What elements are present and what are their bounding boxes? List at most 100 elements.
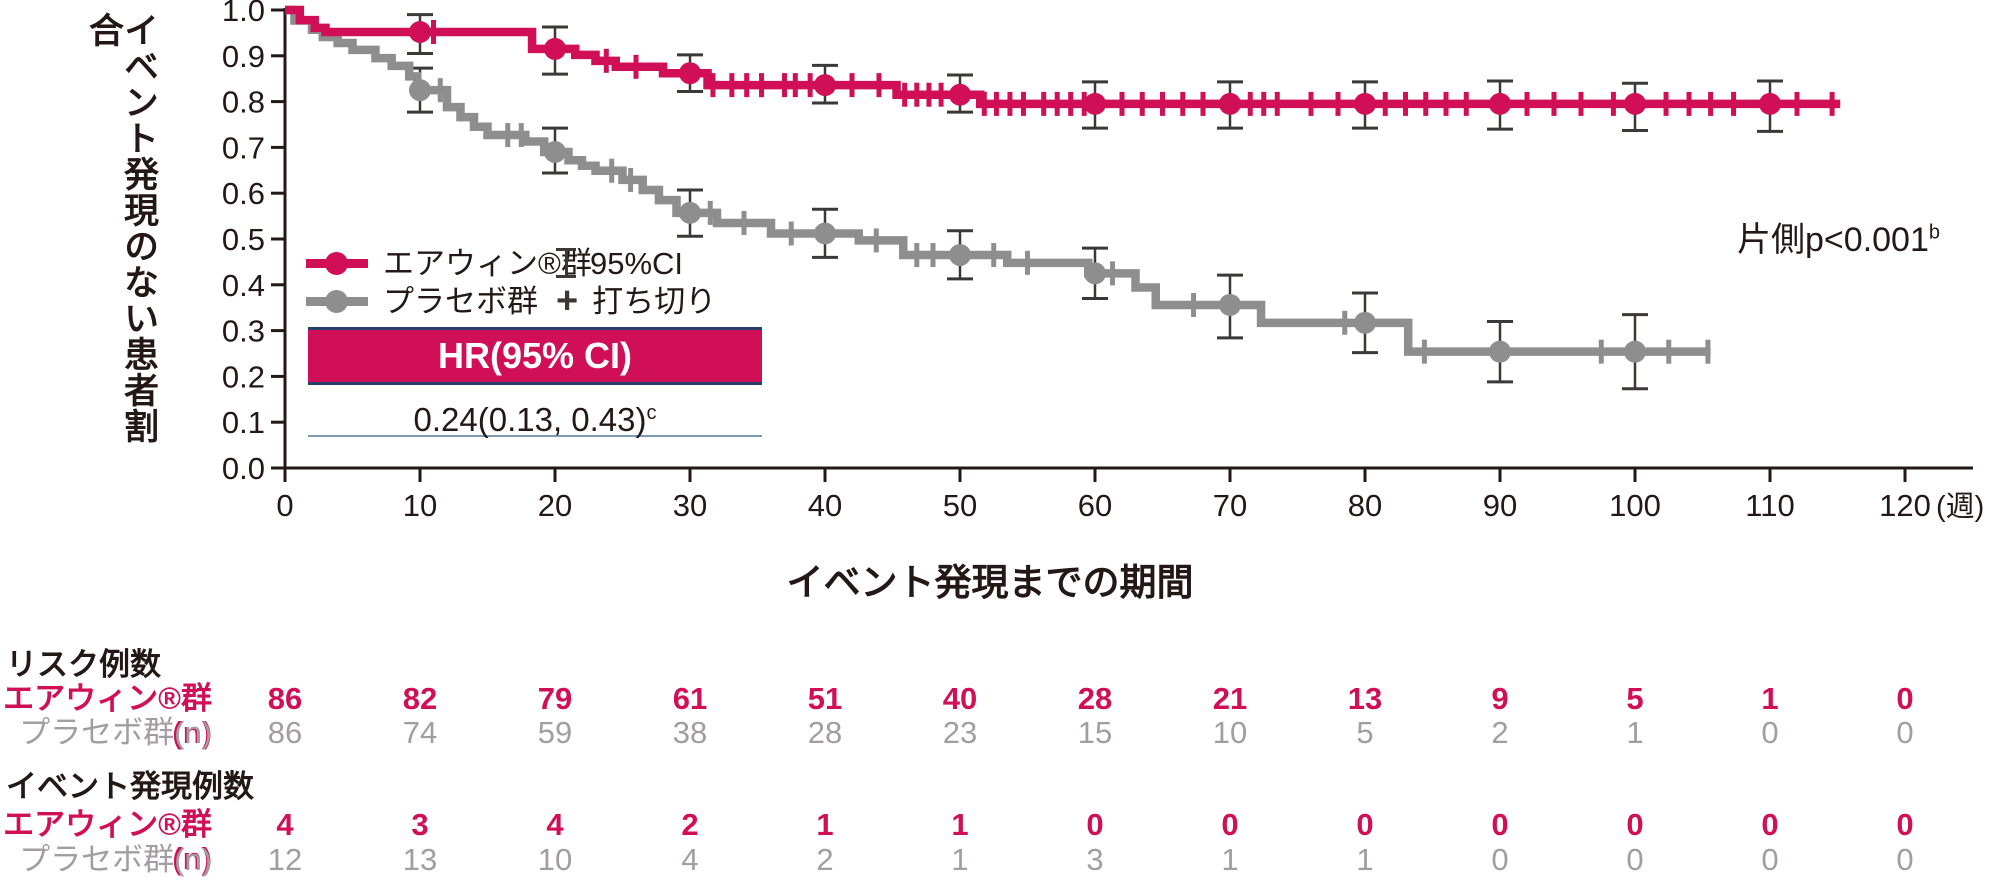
table-cell: 0 [1626,807,1644,842]
legend-label-placebo: プラセボ群 [383,283,538,319]
table-cell: 0 [1896,842,1914,877]
data-point-marker [1084,92,1106,115]
events-table-title: イベント発現例数 [6,769,254,804]
y-tick-label: 0.3 [222,314,265,349]
table-cell: 13 [1347,681,1383,716]
events-row-placebo-label: プラセボ群(n) [19,842,212,877]
legend-item-censor: + 打ち切り [556,282,716,320]
data-point-marker [814,74,836,97]
at-risk-row-placebo: プラセボ群(n) 86 74 59 38 28 23 15 10 5 2 1 0 0 [0,716,2000,750]
error-bar-icon [556,248,576,278]
legend-item-treatment: エアウィン®群 [306,244,592,282]
table-cell: 0 [1761,715,1779,750]
events-row-placebo: プラセボ群(n) 12 13 10 4 2 1 3 1 1 0 0 0 0 [0,843,2000,877]
y-tick-label: 0.5 [222,222,265,257]
table-cell: 0 [1356,807,1374,842]
table-cell: 21 [1212,681,1248,716]
p-value-annotation: 片側p<0.001b [1737,221,1940,259]
y-tick-label: 0.2 [222,359,265,394]
data-point-marker [1354,92,1376,115]
hazard-ratio-value: 0.24(0.13, 0.43)c [308,385,762,438]
table-cell: 1 [951,842,969,877]
plot-area [285,8,1973,468]
table-cell: 10 [1212,715,1248,750]
table-cell: 2 [681,807,699,842]
data-point-marker [1624,92,1646,115]
x-tick-label: 70 [1213,488,1247,523]
table-cell: 1 [816,807,834,842]
data-point-marker [679,62,701,85]
table-cell: 1 [1356,842,1374,877]
table-cell: 0 [1491,807,1509,842]
table-cell: 5 [1626,681,1644,716]
table-cell: 15 [1077,715,1113,750]
table-cell: 82 [402,681,438,716]
hazard-ratio-header: HR(95% CI) [308,327,762,385]
table-cell: 51 [807,681,843,716]
table-cell: 86 [267,681,303,716]
y-tick-label: 0.1 [222,405,265,440]
table-cell: 0 [1626,842,1644,877]
data-point-marker [409,79,431,102]
legend-item-ci: 95%CI [556,244,716,282]
hazard-ratio-box: HR(95% CI) 0.24(0.13, 0.43)c [308,327,762,438]
x-tick-label: 30 [673,488,707,523]
x-tick-label: 10 [403,488,437,523]
table-cell: 4 [276,807,294,842]
x-axis-title: イベント発現までの期間 [786,562,1194,603]
data-point-marker [409,20,431,43]
x-tick-label: 90 [1483,488,1517,523]
at-risk-row-treatment: エアウィン®群(n) 86 82 79 61 51 40 28 21 13 9 5 1 0 [0,681,2000,750]
table-cell: 59 [537,715,573,750]
y-tick-label: 0.4 [222,268,265,303]
table-cell: 4 [681,842,699,877]
data-point-marker [1624,340,1646,363]
x-tick-label: 20 [538,488,572,523]
y-tick-label: 0.0 [222,451,265,486]
y-tick-label: 0.9 [222,39,265,74]
table-cell: 1 [1761,681,1779,716]
table-cell: 0 [1896,807,1914,842]
legend-label-treatment: エアウィン®群 [383,245,592,281]
placebo-line-icon [306,289,368,313]
table-cell: 28 [1077,681,1113,716]
data-point-marker [1354,311,1376,334]
events-row-treatment-label: エアウィン®群(n) [3,807,212,876]
table-cell: 28 [807,715,843,750]
data-point-marker [1489,92,1511,115]
table-cell: 0 [1896,681,1914,716]
table-cell: 0 [1761,807,1779,842]
hazard-ratio-footnote-mark: c [646,402,657,424]
table-cell: 0 [1221,807,1239,842]
y-axis-title: イベント発現のない患者割合 [84,12,158,444]
at-risk-row-treatment-label: エアウィン®群(n) [3,681,212,750]
y-tick-label: 1.0 [222,0,265,28]
at-risk-row-placebo-label: プラセボ群(n) [19,715,212,750]
x-tick-label: 40 [808,488,842,523]
x-tick-label: 80 [1348,488,1382,523]
data-point-marker [1489,340,1511,363]
table-cell: 79 [537,681,573,716]
table-cell: 0 [1896,715,1914,750]
treatment-line-icon [306,251,368,275]
table-cell: 61 [672,681,708,716]
table-cell: 9 [1491,681,1509,716]
data-point-marker [1219,92,1241,115]
legend-item-placebo: プラセボ群 [306,282,592,320]
table-cell: 2 [816,842,834,877]
table-cell: 4 [546,807,564,842]
data-point-marker [1084,262,1106,285]
table-cell: 86 [267,715,303,750]
data-point-marker [1219,293,1241,316]
table-cell: 12 [267,842,303,877]
x-tick-label: 120 [1879,488,1931,523]
risk-table-title: リスク例数 [6,647,161,682]
table-cell: 13 [402,842,438,877]
y-tick-label: 0.7 [222,130,265,165]
data-point-marker [544,140,566,163]
x-axis-unit: (週) [1936,491,1984,523]
table-cell: 38 [672,715,708,750]
data-point-marker [544,37,566,60]
